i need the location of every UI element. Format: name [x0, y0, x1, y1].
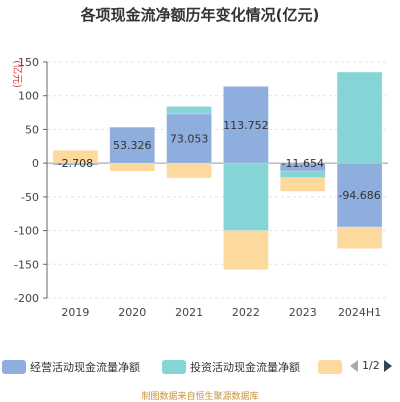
- legend-swatch-investing: [162, 360, 186, 374]
- bar-s0-2020: [109, 126, 155, 164]
- bar-s1-2024H1: [336, 71, 383, 164]
- x-tick-label: 2019: [61, 306, 89, 319]
- data-label-2019: -2.708: [58, 157, 93, 170]
- bar-s1-2022: [223, 162, 269, 231]
- bar-s2-2023: [280, 177, 326, 192]
- legend: 经营活动现金流量净额 投资活动现金流量净额: [0, 357, 400, 379]
- bar-s0-2021: [166, 113, 212, 164]
- legend-label-operating: 经营活动现金流量净额: [30, 361, 140, 374]
- legend-prev-icon[interactable]: [350, 359, 358, 372]
- x-tick-label: 2023: [289, 306, 317, 319]
- legend-item-financing[interactable]: [318, 357, 346, 377]
- y-tick-label: -50: [21, 191, 39, 204]
- y-tick-label: -200: [14, 292, 39, 305]
- x-tick-label: 2021: [175, 306, 203, 319]
- bar-s1-2023: [280, 170, 326, 178]
- bar-s0-2022: [223, 86, 269, 164]
- legend-page-indicator: 1/2: [362, 359, 380, 372]
- x-tick-label: 2022: [232, 306, 260, 319]
- bar-s2-2020: [109, 162, 155, 172]
- y-tick-label: 150: [18, 56, 39, 69]
- data-label-2023: -11.654: [282, 157, 324, 170]
- legend-swatch-financing: [318, 360, 342, 374]
- legend-item-operating[interactable]: 经营活动现金流量净额: [2, 357, 140, 377]
- legend-label-investing: 投资活动现金流量净额: [190, 361, 300, 374]
- data-label-2024H1: -94.686: [338, 189, 380, 202]
- legend-swatch-operating: [2, 360, 26, 374]
- bar-s2-2021: [166, 162, 212, 179]
- legend-item-investing[interactable]: 投资活动现金流量净额: [162, 357, 300, 377]
- bar-s2-2022: [223, 230, 269, 270]
- legend-next-icon[interactable]: [383, 359, 392, 372]
- source-note: 制图数据来自恒生聚源数据库: [141, 392, 259, 402]
- data-label-2020: 53.326: [113, 139, 152, 152]
- data-label-2022: 113.752: [223, 119, 269, 132]
- y-tick-label: -150: [14, 258, 39, 271]
- x-tick-label: 2024H1: [338, 306, 381, 319]
- y-tick-label: 100: [18, 90, 39, 103]
- legend-pager: 1/2: [350, 359, 392, 372]
- y-tick-label: -100: [14, 225, 39, 238]
- bar-s0-2024H1: [336, 162, 383, 228]
- chart-title: 各项现金流净额历年变化情况(亿元): [80, 6, 320, 24]
- x-tick-label: 2020: [118, 306, 146, 319]
- bar-s2-2024H1: [336, 226, 383, 249]
- bar-s2-2019: [52, 150, 99, 164]
- y-axis-unit-label: (亿元): [11, 60, 24, 88]
- data-label-2021: 73.053: [170, 133, 209, 146]
- bar-s1-2021: [166, 106, 212, 115]
- y-tick-label: 0: [32, 157, 39, 170]
- y-tick-label: 50: [25, 123, 39, 136]
